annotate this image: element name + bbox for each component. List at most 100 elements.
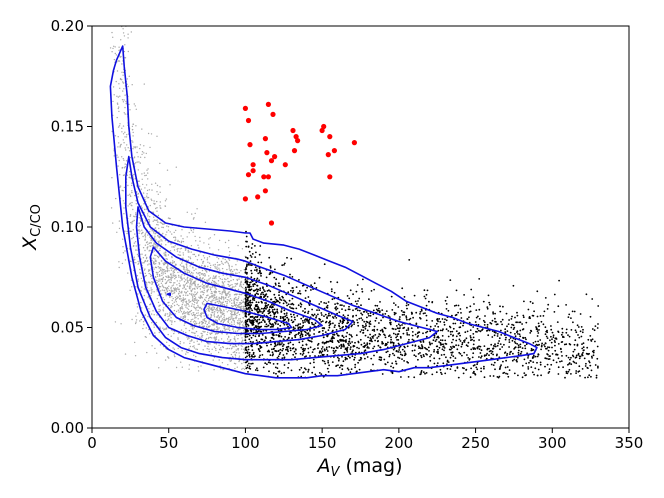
grey-point [240,348,243,350]
black-point [247,302,249,305]
black-point [266,350,269,353]
black-point [394,304,397,306]
black-point [307,312,309,314]
black-point [578,357,581,360]
grey-point [148,230,151,233]
black-point [597,366,599,369]
black-point [451,341,453,344]
black-point [393,313,396,316]
grey-point [135,286,137,288]
black-point [500,334,503,336]
grey-point [195,312,198,314]
black-point [349,342,352,345]
black-point [525,374,527,376]
grey-point [145,281,147,283]
grey-point [151,189,153,191]
black-point [429,325,432,328]
black-point [255,305,258,308]
black-point [549,339,551,342]
black-point [265,329,268,332]
black-point [278,301,281,304]
grey-point [200,285,202,287]
grey-point [172,347,174,349]
grey-point [161,268,164,270]
grey-point [190,280,192,282]
grey-point [145,208,148,210]
black-point [269,362,272,364]
black-point [354,300,357,303]
grey-point [230,276,232,278]
scatter-points [109,25,600,379]
black-point [454,314,457,317]
grey-point [157,284,159,287]
grey-point [186,336,188,338]
black-point [578,365,581,368]
black-point [516,321,518,324]
black-point [411,338,414,341]
grey-point [220,260,223,263]
black-point [282,343,285,346]
black-point [338,345,341,347]
grey-point [168,285,170,287]
black-point [350,325,353,328]
black-point [260,310,262,313]
black-point [266,344,268,347]
grey-point [186,268,189,270]
grey-point [218,239,221,242]
black-point [346,351,349,353]
black-point [442,343,444,346]
black-point [244,319,247,322]
grey-point [137,193,139,195]
black-point [313,366,315,369]
black-point [264,304,267,307]
grey-point [214,287,217,289]
black-point [353,356,356,359]
black-point [268,289,270,292]
grey-point [146,256,148,259]
black-point [315,287,318,289]
grey-point [188,368,190,370]
grey-point [178,274,180,277]
black-point [290,313,292,316]
grey-point [232,319,234,321]
grey-point [226,299,228,301]
grey-point [209,343,211,345]
grey-point [194,299,196,301]
grey-point [151,345,153,347]
grey-point [181,262,183,264]
black-point [452,355,455,358]
grey-point [122,28,124,30]
black-point [244,361,247,364]
grey-point [156,255,159,258]
grey-point [214,295,216,297]
grey-point [155,271,158,274]
grey-point [195,268,197,270]
grey-point [227,281,230,283]
grey-point [176,295,178,297]
grey-point [192,231,194,233]
grey-point [124,94,126,96]
black-point [474,348,477,350]
grey-point [178,290,181,293]
black-point [532,314,535,317]
black-point [244,324,247,326]
black-point [483,354,486,357]
grey-point [175,288,177,290]
black-point [555,353,557,356]
grey-point [150,198,152,200]
grey-point [118,159,120,162]
grey-point [232,310,234,312]
grey-point [146,223,148,225]
grey-point [210,316,212,318]
black-point [312,323,315,326]
grey-point [175,301,177,303]
grey-point [224,318,226,320]
grey-point [238,321,240,324]
grey-point [146,241,148,243]
grey-point [239,317,242,320]
grey-point [121,99,124,101]
grey-point [140,318,142,321]
black-point [536,335,539,337]
black-point [366,316,368,319]
grey-point [189,340,191,342]
